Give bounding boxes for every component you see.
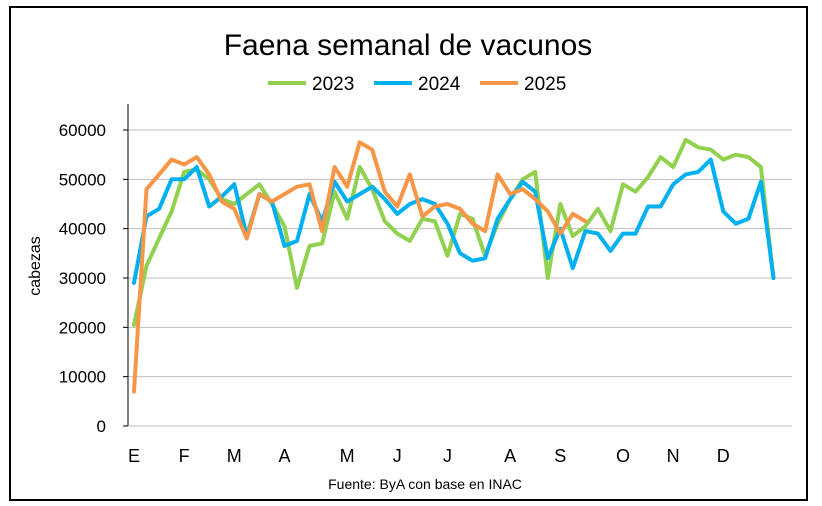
y-tick-label: 30000 — [59, 269, 106, 288]
y-tick-label: 60000 — [59, 121, 106, 140]
x-tick-label: F — [179, 446, 190, 466]
x-tick-label: A — [278, 446, 290, 466]
chart-title: Faena semanal de vacunos — [224, 29, 593, 62]
y-tick-label: 20000 — [59, 318, 106, 337]
legend-label-2025: 2025 — [524, 74, 566, 95]
series-line-2024 — [132, 157, 776, 285]
source-note: Fuente: ByA con base en INAC — [328, 476, 522, 492]
legend: 2023 2024 2025 — [268, 74, 566, 95]
y-tick-label: 0 — [97, 417, 106, 436]
x-tick-label: N — [667, 446, 680, 466]
x-tick-label: D — [717, 446, 730, 466]
y-axis-label: cabezas — [27, 236, 44, 296]
y-tick-label: 50000 — [59, 170, 106, 189]
y-tick-label: 10000 — [59, 368, 106, 387]
x-tick-label: E — [128, 446, 140, 466]
legend-label-2024: 2024 — [418, 74, 461, 95]
y-tick-label: 40000 — [59, 220, 106, 239]
x-tick-label: O — [616, 446, 630, 466]
x-tick-label: A — [504, 446, 516, 466]
gridlines — [128, 129, 792, 378]
series-lines — [132, 137, 776, 394]
x-tick-label: M — [340, 446, 355, 466]
y-axis-ticks: 0 10000 20000 30000 40000 50000 60000 — [59, 121, 128, 436]
x-tick-label: J — [443, 446, 452, 466]
x-tick-label: M — [227, 446, 242, 466]
x-tick-label: J — [393, 446, 402, 466]
series-line-2025 — [132, 140, 588, 394]
legend-label-2023: 2023 — [312, 74, 354, 95]
x-tick-label: S — [554, 446, 566, 466]
